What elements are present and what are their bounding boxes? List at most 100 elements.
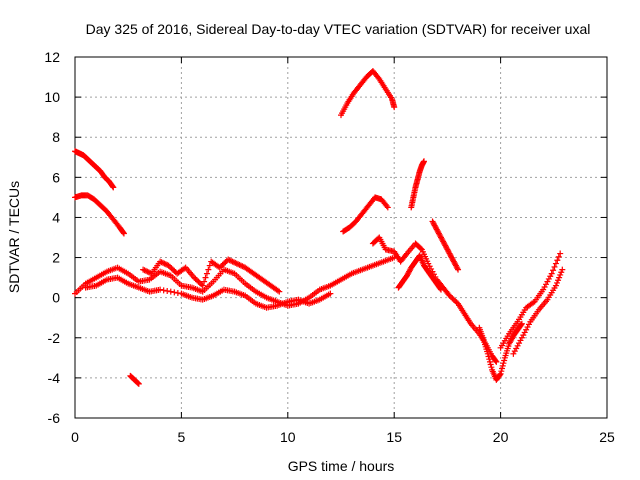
y-axis-label: SDTVAR / TECUs <box>6 181 22 293</box>
data-markers <box>72 68 566 387</box>
data-point <box>552 282 559 289</box>
data-point <box>167 288 174 295</box>
data-point <box>384 204 391 211</box>
data-point <box>486 358 493 365</box>
y-tick-label: -4 <box>48 370 61 386</box>
data-point <box>550 267 557 274</box>
x-tick-label: 15 <box>386 429 402 445</box>
data-point <box>203 270 210 277</box>
data-point <box>327 290 334 297</box>
y-tick-label: -2 <box>48 330 61 346</box>
x-tick-label: 5 <box>178 429 186 445</box>
data-point <box>420 158 427 165</box>
series-arc-steep-6 <box>408 158 427 211</box>
data-point <box>492 357 499 364</box>
y-tick-label: 10 <box>44 89 60 105</box>
data-point <box>135 380 142 387</box>
data-point <box>558 269 565 276</box>
data-point <box>496 371 503 378</box>
series-arc-descending-5 <box>72 192 127 237</box>
data-point <box>557 250 564 257</box>
data-point <box>201 278 208 285</box>
data-point <box>120 230 127 237</box>
x-tick-label: 25 <box>599 429 615 445</box>
data-point <box>455 266 462 273</box>
y-tick-label: 4 <box>52 209 60 225</box>
data-point <box>171 289 178 296</box>
data-point <box>499 362 506 369</box>
data-point <box>120 229 127 236</box>
data-point <box>553 279 560 286</box>
data-point <box>276 288 283 295</box>
data-point <box>383 203 390 210</box>
data-point <box>375 74 382 81</box>
y-tick-label: -6 <box>48 410 61 426</box>
series-arc-low-1 <box>127 372 142 387</box>
x-axis-label: GPS time / hours <box>288 458 395 474</box>
chart-title: Day 325 of 2016, Sidereal Day-to-day VTE… <box>86 21 591 37</box>
series-cluster-storm <box>369 234 500 365</box>
data-point <box>486 356 493 363</box>
data-point <box>559 266 566 273</box>
y-tick-label: 0 <box>52 290 60 306</box>
series-recovery <box>497 250 564 351</box>
data-point <box>487 361 494 368</box>
data-point <box>493 358 500 365</box>
data-point <box>518 320 525 327</box>
data-point <box>160 287 167 294</box>
y-tick-label: 6 <box>52 169 60 185</box>
data-point <box>488 364 495 371</box>
data-point <box>501 357 508 364</box>
series-recovery-lower <box>510 266 566 357</box>
series-arc-falloff-3 <box>429 218 462 273</box>
series-arc-descending-7 <box>72 148 117 191</box>
data-point <box>454 265 461 272</box>
data-point <box>202 274 209 281</box>
series-arc-rise-4 <box>340 194 391 235</box>
data-point <box>110 184 117 191</box>
data-point <box>157 286 164 293</box>
data-point <box>391 104 398 111</box>
x-tick-label: 10 <box>280 429 296 445</box>
y-tick-label: 8 <box>52 129 60 145</box>
axis-ticks: 0 5 10 15 20 25 -6 -4 -2 0 2 4 6 8 10 12 <box>44 49 615 445</box>
data-point <box>551 263 558 270</box>
data-point <box>109 183 116 190</box>
y-tick-label: 12 <box>44 49 60 65</box>
x-tick-label: 20 <box>493 429 509 445</box>
data-point <box>402 251 409 258</box>
series-arc-peak-11 <box>338 68 398 119</box>
data-point <box>205 266 212 273</box>
y-tick-label: 2 <box>52 250 60 266</box>
data-point <box>557 271 564 278</box>
data-point <box>555 277 562 284</box>
data-point <box>484 350 491 357</box>
data-point <box>164 287 171 294</box>
data-point <box>554 257 561 264</box>
data-point <box>548 270 555 277</box>
data-point <box>174 289 181 296</box>
data-point <box>438 286 445 293</box>
grid-lines <box>75 57 607 418</box>
data-point <box>500 360 507 367</box>
series-cluster-scatter <box>395 252 445 293</box>
data-point <box>499 365 506 372</box>
data-point <box>556 274 563 281</box>
data-point <box>135 380 142 387</box>
data-point <box>437 285 444 292</box>
data-point <box>552 260 559 267</box>
data-point <box>498 368 505 375</box>
series-valley <box>476 320 525 383</box>
plot-frame <box>74 56 608 419</box>
data-point <box>199 282 206 289</box>
series-band-lower <box>82 274 334 311</box>
data-point <box>518 321 525 328</box>
data-point <box>206 262 213 269</box>
series-band-upper <box>140 256 283 295</box>
data-point <box>497 370 504 377</box>
x-tick-label: 0 <box>71 429 79 445</box>
data-point <box>485 353 492 360</box>
data-point <box>417 245 424 252</box>
data-point <box>555 253 562 260</box>
